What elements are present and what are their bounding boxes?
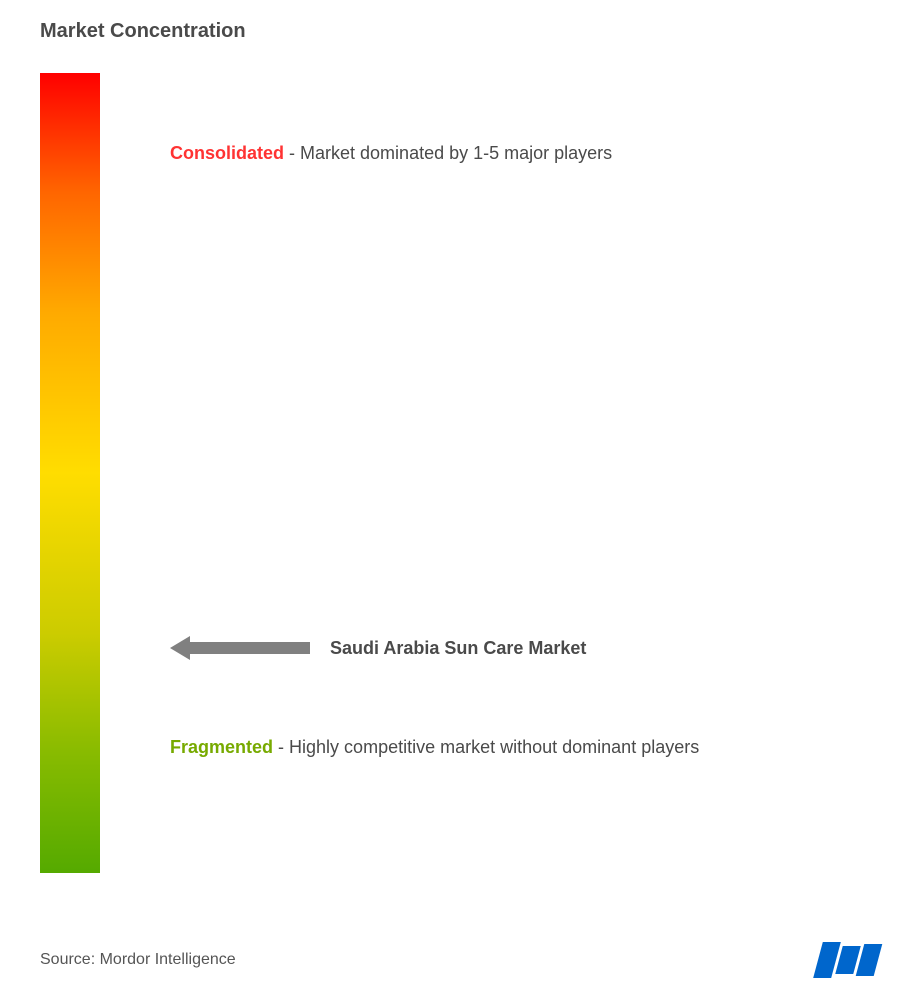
market-name-label: Saudi Arabia Sun Care Market [330,638,586,659]
mordor-logo [818,942,881,978]
footer: Source: Mordor Intelligence [40,942,881,978]
diagram-area: Consolidated - Market dominated by 1-5 m… [40,73,881,893]
concentration-gradient-bar [40,73,100,873]
market-pointer: Saudi Arabia Sun Care Market [170,633,586,663]
fragmented-description: - Highly competitive market without domi… [278,737,699,757]
fragmented-highlight: Fragmented [170,737,273,757]
arrow-left-icon [170,633,310,663]
consolidated-label: Consolidated - Market dominated by 1-5 m… [170,143,612,164]
page-title: Market Concentration [40,20,881,43]
consolidated-description: - Market dominated by 1-5 major players [289,143,612,163]
consolidated-highlight: Consolidated [170,143,284,163]
fragmented-label: Fragmented - Highly competitive market w… [170,733,699,762]
source-attribution: Source: Mordor Intelligence [40,951,236,969]
